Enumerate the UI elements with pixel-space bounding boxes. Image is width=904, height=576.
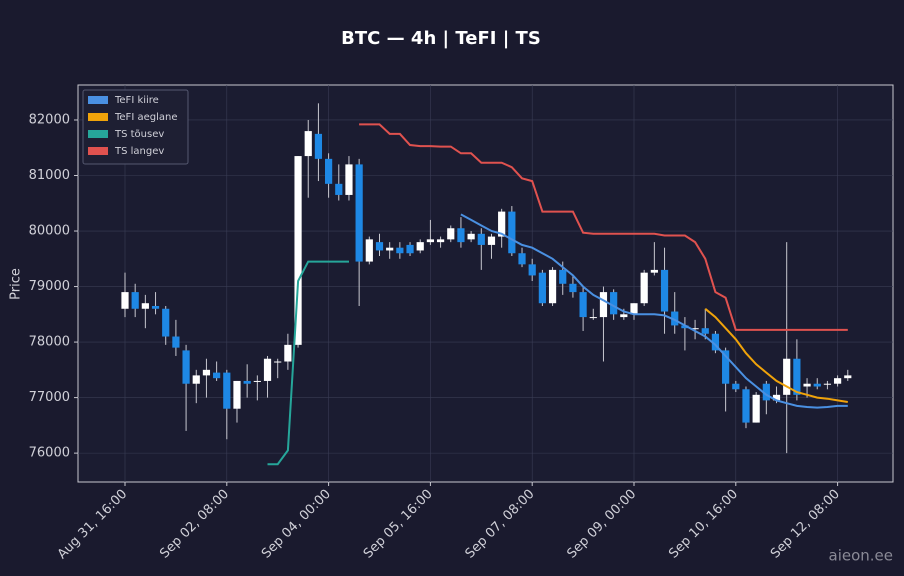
candle-body [294, 156, 302, 345]
candle-body [752, 394, 760, 423]
candle-body [304, 131, 312, 157]
candle-body [325, 158, 333, 184]
candle-body [783, 358, 791, 395]
candle-body [192, 375, 200, 384]
candle-body [834, 378, 842, 384]
chart-title: BTC — 4h | TeFI | TS [341, 28, 541, 49]
candle-body [172, 336, 180, 348]
candle-body [182, 350, 190, 384]
candle-body [477, 233, 485, 245]
candle-body [263, 358, 272, 381]
candle-body [701, 328, 709, 334]
candle-body [121, 292, 129, 309]
series-line [460, 213, 848, 409]
candle-body [650, 269, 658, 273]
candle-body [803, 383, 811, 387]
candle-body [793, 358, 801, 395]
series-line [359, 123, 848, 331]
candle-body [416, 242, 424, 251]
candle-body [671, 311, 679, 326]
candle-body [732, 383, 740, 390]
series-line [267, 260, 349, 466]
candle-body [131, 292, 139, 309]
candle-body [844, 375, 852, 379]
candle-body [610, 292, 618, 315]
candle-body [335, 183, 343, 195]
candle-body [426, 239, 434, 243]
candle-body [498, 211, 506, 237]
series-line [704, 308, 848, 403]
legend-box [82, 89, 189, 165]
candle-body [274, 361, 282, 363]
candle-body [640, 272, 648, 304]
candle-body [447, 228, 455, 240]
candle-body [253, 380, 261, 382]
candle-body [559, 269, 567, 284]
candle-body [691, 328, 699, 330]
candle-body [406, 244, 414, 254]
candle-body [762, 383, 770, 401]
legend-swatch [88, 147, 108, 155]
candle-body [813, 383, 821, 387]
candle-body [772, 394, 781, 401]
candle-body [599, 292, 608, 318]
candle-body [233, 380, 241, 409]
legend-label: TeFI aeglane [114, 112, 177, 123]
legend-label: TeFI kiire [114, 95, 159, 106]
candle-body [487, 236, 496, 245]
candle-body [436, 239, 445, 243]
candle-body [569, 283, 577, 293]
legend-swatch [88, 113, 108, 121]
legend-label: TS tõusev [114, 129, 164, 140]
candle-body [365, 239, 373, 262]
candle-body [396, 247, 404, 254]
legend-swatch [88, 96, 108, 104]
legend-swatch [88, 130, 108, 138]
candle-body [518, 253, 526, 265]
candle-body [538, 272, 546, 304]
candle-body [151, 305, 160, 309]
candle-body [681, 325, 689, 329]
candle-body [202, 369, 211, 376]
y-tick-label: 79000 [29, 279, 70, 294]
candle-body [823, 383, 832, 385]
y-axis-label: Price [9, 268, 24, 300]
candle-body [375, 242, 384, 251]
watermark: aieon.ee [829, 547, 894, 565]
legend-label: TS langev [114, 146, 164, 157]
candle-body [162, 308, 170, 337]
candle-body [660, 269, 669, 312]
y-tick-label: 81000 [29, 168, 70, 183]
candle-body [528, 264, 536, 276]
candle-body [243, 380, 251, 384]
candle-body [579, 292, 587, 318]
plot-area [77, 84, 894, 483]
candle-body [345, 164, 353, 195]
candle-body [630, 303, 638, 315]
candle-body [223, 372, 231, 409]
candle-body [467, 233, 475, 240]
candle-body [711, 333, 720, 351]
y-tick-label: 80000 [29, 224, 70, 239]
y-tick-label: 77000 [29, 390, 70, 405]
candle-body [620, 314, 628, 318]
candle-body [589, 317, 597, 319]
candle-body [284, 344, 292, 362]
candle-body [742, 389, 750, 423]
candle-body [141, 303, 149, 309]
y-tick-label: 82000 [29, 112, 70, 127]
y-tick-label: 76000 [29, 446, 70, 461]
candle-body [213, 372, 221, 379]
candle-body [355, 164, 363, 262]
candle-body [508, 211, 516, 254]
candle-body [386, 247, 394, 251]
candle-body [314, 133, 323, 159]
y-tick-label: 78000 [29, 335, 70, 350]
candle-body [457, 228, 465, 243]
candle-body [722, 350, 730, 384]
candle-body [548, 269, 557, 304]
